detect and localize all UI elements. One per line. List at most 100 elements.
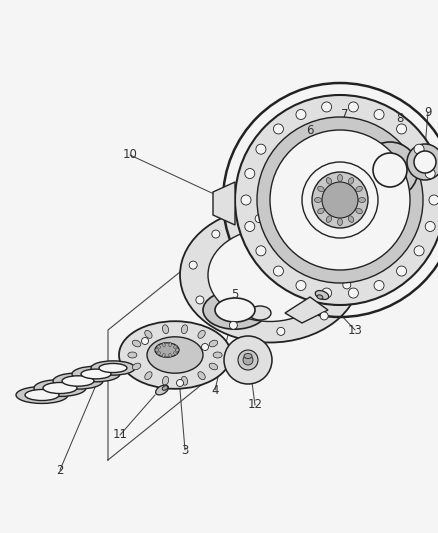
Circle shape (348, 102, 358, 112)
Ellipse shape (173, 352, 177, 355)
Ellipse shape (175, 349, 179, 351)
Text: 6: 6 (306, 124, 314, 136)
Ellipse shape (318, 208, 324, 214)
Text: 13: 13 (348, 324, 362, 336)
Circle shape (245, 222, 255, 231)
Text: 5: 5 (231, 288, 239, 302)
Circle shape (277, 327, 285, 335)
Ellipse shape (155, 349, 159, 351)
Text: 9: 9 (424, 106, 432, 118)
Ellipse shape (348, 177, 354, 184)
Ellipse shape (203, 291, 267, 329)
Ellipse shape (132, 340, 141, 347)
Ellipse shape (338, 219, 343, 225)
Ellipse shape (162, 386, 168, 390)
Circle shape (273, 266, 283, 276)
Ellipse shape (326, 216, 332, 222)
Ellipse shape (145, 330, 152, 338)
Ellipse shape (169, 353, 172, 357)
Circle shape (257, 117, 423, 283)
Ellipse shape (53, 373, 103, 389)
Circle shape (321, 102, 332, 112)
Text: 3: 3 (181, 443, 189, 456)
Polygon shape (285, 297, 328, 323)
Ellipse shape (181, 376, 187, 385)
Ellipse shape (132, 363, 141, 370)
Ellipse shape (198, 372, 205, 379)
Circle shape (270, 130, 410, 270)
Ellipse shape (147, 337, 203, 373)
Text: 2: 2 (56, 464, 64, 477)
Circle shape (224, 336, 272, 384)
Ellipse shape (317, 295, 323, 299)
Circle shape (374, 109, 384, 119)
Text: 12: 12 (247, 399, 262, 411)
Circle shape (322, 182, 358, 218)
Ellipse shape (72, 366, 120, 382)
Ellipse shape (208, 229, 332, 321)
Ellipse shape (198, 330, 205, 338)
Circle shape (374, 280, 384, 290)
Circle shape (396, 266, 406, 276)
Ellipse shape (169, 343, 172, 346)
Circle shape (235, 95, 438, 305)
Ellipse shape (249, 306, 271, 320)
Circle shape (343, 281, 351, 289)
Circle shape (201, 343, 208, 351)
Ellipse shape (326, 177, 332, 184)
Ellipse shape (358, 198, 365, 203)
Ellipse shape (16, 386, 68, 403)
Ellipse shape (213, 352, 222, 358)
Ellipse shape (155, 385, 168, 395)
Circle shape (425, 222, 435, 231)
Ellipse shape (244, 353, 252, 359)
Circle shape (189, 261, 197, 269)
Circle shape (348, 288, 358, 298)
Circle shape (373, 153, 407, 187)
Ellipse shape (128, 352, 137, 358)
Ellipse shape (356, 186, 362, 192)
Ellipse shape (348, 216, 354, 222)
Circle shape (177, 379, 184, 386)
Circle shape (362, 142, 418, 198)
Text: 10: 10 (123, 149, 138, 161)
Ellipse shape (318, 186, 324, 192)
Ellipse shape (162, 353, 165, 357)
Ellipse shape (145, 372, 152, 379)
Polygon shape (213, 182, 235, 225)
Circle shape (425, 168, 435, 179)
Circle shape (429, 195, 438, 205)
Ellipse shape (173, 345, 177, 348)
Text: 4: 4 (211, 384, 219, 397)
Circle shape (414, 246, 424, 256)
Text: 11: 11 (113, 429, 127, 441)
Ellipse shape (215, 298, 255, 322)
Ellipse shape (209, 363, 218, 370)
Circle shape (243, 355, 253, 365)
Ellipse shape (162, 343, 165, 346)
Ellipse shape (119, 321, 231, 389)
Ellipse shape (91, 361, 135, 375)
Ellipse shape (43, 383, 77, 393)
Ellipse shape (338, 174, 343, 182)
Circle shape (230, 321, 237, 329)
Circle shape (273, 124, 283, 134)
Ellipse shape (25, 390, 59, 400)
Ellipse shape (155, 343, 179, 357)
Circle shape (407, 144, 438, 180)
Ellipse shape (157, 352, 160, 355)
Circle shape (238, 350, 258, 370)
Ellipse shape (162, 325, 169, 334)
Circle shape (196, 296, 204, 304)
Circle shape (414, 144, 424, 154)
Ellipse shape (269, 229, 287, 241)
Circle shape (302, 162, 378, 238)
Ellipse shape (157, 345, 160, 348)
Circle shape (321, 288, 332, 298)
Circle shape (312, 172, 368, 228)
Circle shape (336, 246, 344, 254)
Circle shape (256, 144, 266, 154)
Ellipse shape (99, 364, 127, 373)
Circle shape (296, 109, 306, 119)
Ellipse shape (356, 208, 362, 214)
